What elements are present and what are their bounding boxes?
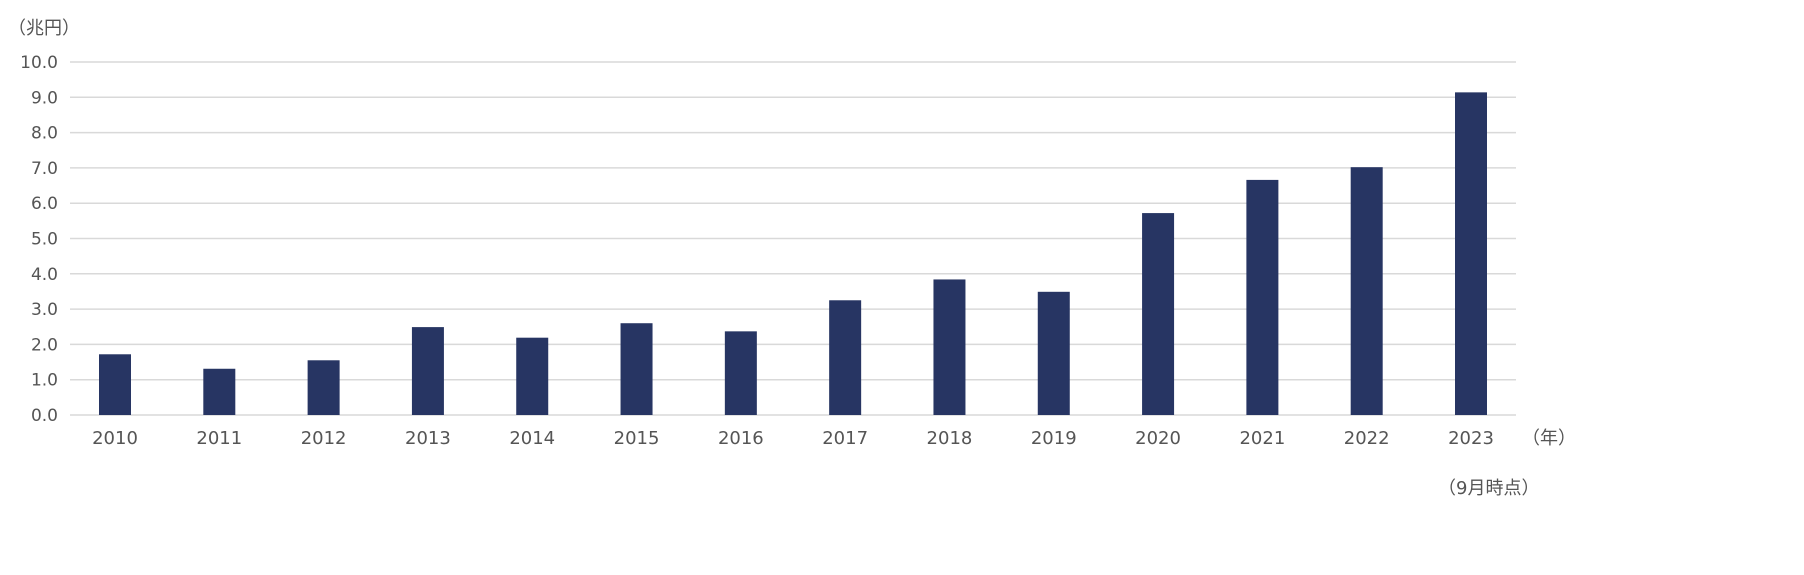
x-tick-label: 2022 <box>1344 428 1390 449</box>
y-tick-label: 0.0 <box>31 406 58 426</box>
x-tick-label: 2018 <box>927 428 973 449</box>
bar-2023 <box>1455 92 1487 415</box>
x-tick-label: 2013 <box>405 428 451 449</box>
y-tick-label: 6.0 <box>31 194 58 214</box>
bar-2022 <box>1350 167 1383 415</box>
bar-2019 <box>1037 291 1070 415</box>
y-tick-label: 8.0 <box>31 124 58 144</box>
bar-2020 <box>1142 213 1175 415</box>
y-tick-label: 7.0 <box>31 159 58 179</box>
x-tick-label: 2010 <box>92 428 138 449</box>
x-tick-label: 2011 <box>196 428 242 449</box>
x-axis-unit-label: （年） <box>1522 428 1576 449</box>
bar-2011 <box>203 368 236 415</box>
bar-2018 <box>933 279 966 415</box>
x-tick-label: 2015 <box>614 428 660 449</box>
bar-2013 <box>411 327 444 415</box>
x-tick-label: 2014 <box>509 428 555 449</box>
y-tick-label: 10.0 <box>20 53 58 73</box>
bar-2014 <box>516 337 549 415</box>
x-tick-label: 2012 <box>301 428 347 449</box>
y-tick-label: 2.0 <box>31 335 58 355</box>
x-tick-label: 2020 <box>1135 428 1181 449</box>
y-tick-label: 9.0 <box>31 88 58 108</box>
y-tick-label: 4.0 <box>31 265 58 285</box>
bar-2010 <box>99 354 131 415</box>
x-tick-label: 2021 <box>1239 428 1285 449</box>
x-tick-label: 2023 <box>1448 428 1494 449</box>
x-tick-label: 2017 <box>822 428 868 449</box>
as-of-note: （9月時点） <box>1438 478 1539 499</box>
bar-2015 <box>620 323 653 415</box>
x-tick-label: 2016 <box>718 428 764 449</box>
y-tick-label: 3.0 <box>31 300 58 320</box>
bar-2016 <box>724 331 757 415</box>
y-axis-unit-label: （兆円） <box>8 18 80 39</box>
bar-2021 <box>1246 179 1279 415</box>
x-tick-label: 2019 <box>1031 428 1077 449</box>
bar-2012 <box>307 360 340 415</box>
y-tick-label: 5.0 <box>31 230 58 250</box>
bar-2017 <box>829 300 862 415</box>
y-tick-label: 1.0 <box>31 371 58 391</box>
